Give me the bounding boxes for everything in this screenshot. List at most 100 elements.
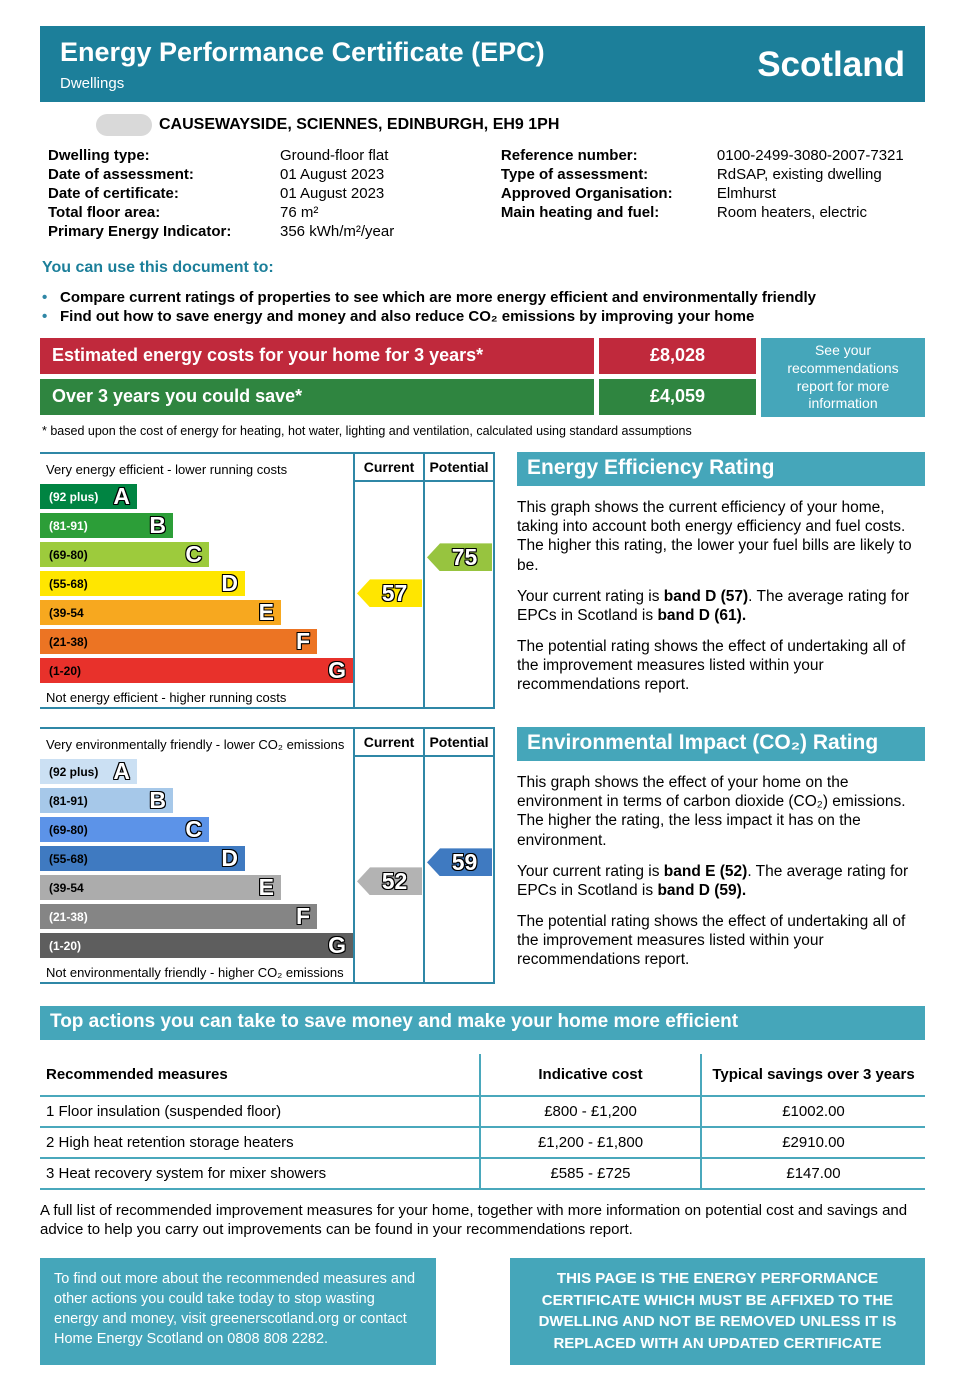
current-column-header: Current <box>355 729 423 758</box>
energy-efficiency-section: Very energy efficient - lower running co… <box>40 452 925 710</box>
band-letter: A <box>113 483 131 510</box>
environment-bands: (92 plus) A (81-91) B (69-80) C (55-68) D (3… <box>40 759 353 962</box>
current-column: Current 52 <box>353 729 423 983</box>
energy-efficiency-text: Energy Efficiency Rating This graph show… <box>517 452 925 709</box>
recommended-measures-table: Recommended measures Indicative cost Typ… <box>40 1054 925 1191</box>
band-range: (39-54 <box>49 605 84 620</box>
measure-savings: £2910.00 <box>700 1128 925 1160</box>
detail-row: Date of assessment: 01 August 2023 <box>48 165 491 184</box>
footer-boxes: To find out more about the recommended m… <box>40 1257 925 1365</box>
detail-row: Date of certificate: 01 August 2023 <box>48 184 491 203</box>
column-header-measures: Recommended measures <box>40 1054 479 1098</box>
detail-row: Total floor area: 76 m² <box>48 203 491 222</box>
potential-column-body: 59 <box>425 757 493 982</box>
measure-cost: £585 - £725 <box>479 1159 700 1191</box>
rating-text-segment: . The average rating for EPCs in Scotlan… <box>517 862 909 899</box>
environment-bands-area: Very environmentally friendly - lower CO… <box>40 729 353 982</box>
estimated-costs-value: £8,028 <box>599 337 756 374</box>
rating-text-segment: Your current rating is <box>517 587 664 605</box>
detail-label: Reference number: <box>500 146 638 164</box>
band-letter: D <box>221 570 238 597</box>
top-actions-section: Top actions you can take to save money a… <box>40 1006 925 1240</box>
detail-label: Type of assessment: <box>500 165 649 183</box>
rating-text-segment: Your current rating is <box>517 862 664 880</box>
detail-row: Type of assessment: RdSAP, existing dwell… <box>501 165 925 184</box>
current-column-body: 52 <box>355 757 423 982</box>
bullet-icon <box>42 289 60 307</box>
band-range: (1-20) <box>49 938 82 953</box>
detail-label: Date of certificate: <box>48 184 179 202</box>
band-row-c: (69-80) C <box>40 542 353 568</box>
measure-savings: £147.00 <box>700 1159 925 1191</box>
section-paragraph: This graph shows the effect of your home… <box>517 774 906 849</box>
potential-rating-value: 75 <box>451 543 478 570</box>
detail-value: Ground-floor flat <box>280 146 389 164</box>
detail-value: Elmhurst <box>716 184 777 202</box>
band-row-a: (92 plus) A <box>40 483 353 510</box>
band-letter: E <box>258 599 274 626</box>
potential-rating-arrow: 59 <box>427 848 492 877</box>
certificate-header: Energy Performance Certificate (EPC) Dwe… <box>40 26 925 102</box>
document-usage: You can use this document to: Compare cu… <box>42 259 925 326</box>
current-column: Current 57 <box>353 454 423 708</box>
rating-average-bold: band D (61). <box>657 606 747 624</box>
detail-row: Main heating and fuel: Room heaters, elec… <box>501 203 925 222</box>
band-range: (92 plus) <box>49 489 99 504</box>
band-row-c: (69-80) C <box>40 816 353 843</box>
band-range: (69-80) <box>49 822 88 837</box>
current-column-header: Current <box>355 454 423 483</box>
potential-savings-value: £4,059 <box>599 378 756 415</box>
section-title: Environmental Impact (CO₂) Rating <box>517 727 925 762</box>
current-rating-value: 52 <box>381 867 408 894</box>
band-range: (1-20) <box>49 663 82 678</box>
detail-value: 76 m² <box>280 203 319 221</box>
detail-value: 356 kWh/m²/year <box>280 222 395 240</box>
detail-row: Primary Energy Indicator: 356 kWh/m²/year <box>48 222 491 241</box>
band-row-b: (81-91) B <box>40 513 353 539</box>
property-details-right: Reference number: 0100-2499-3080-2007-732… <box>501 146 925 241</box>
region-label: Scotland <box>757 44 905 84</box>
current-rating-arrow: 52 <box>357 867 422 896</box>
section-paragraph: The potential rating shows the effect of… <box>517 912 906 968</box>
header-titles: Energy Performance Certificate (EPC) Dwe… <box>60 37 545 91</box>
detail-label: Primary Energy Indicator: <box>48 222 232 240</box>
measure-name: 2 High heat retention storage heaters <box>40 1128 479 1160</box>
property-address: CAUSEWAYSIDE, SCIENNES, EDINBURGH, EH9 1… <box>159 115 560 133</box>
current-column-body: 57 <box>355 482 423 707</box>
band-range: (55-68) <box>49 851 88 866</box>
detail-label: Approved Organisation: <box>500 184 673 202</box>
environmental-impact-section: Very environmentally friendly - lower CO… <box>40 727 925 985</box>
band-range: (55-68) <box>49 576 88 591</box>
band-range: (21-38) <box>49 634 88 649</box>
page-title: Energy Performance Certificate (EPC) <box>60 37 545 67</box>
current-rating-text: Your current rating is band E (52). The … <box>517 862 925 900</box>
detail-value: RdSAP, existing dwelling <box>716 165 882 183</box>
band-row-g: (1-20) G <box>40 933 353 959</box>
band-row-e: (39-54 E <box>40 875 353 901</box>
chart-top-label: Very environmentally friendly - lower CO… <box>46 736 345 752</box>
environmental-impact-text: Environmental Impact (CO₂) Rating This g… <box>517 727 925 984</box>
cost-rows: Estimated energy costs for your home for… <box>40 337 756 418</box>
section-paragraph: The potential rating shows the effect of… <box>517 637 906 693</box>
band-letter: G <box>328 657 346 684</box>
potential-column-body: 75 <box>425 482 493 707</box>
usage-bullet-text: Compare current ratings of properties to… <box>60 288 817 306</box>
estimated-costs-label: Estimated energy costs for your home for… <box>40 337 594 374</box>
usage-heading: You can use this document to: <box>42 258 274 276</box>
band-row-e: (39-54 E <box>40 599 353 626</box>
band-letter: F <box>295 628 310 655</box>
potential-savings-row: Over 3 years you could save* £4,059 <box>40 378 756 415</box>
section-paragraph: This graph shows the current efficiency … <box>517 499 912 574</box>
band-letter: C <box>185 816 203 843</box>
band-range: (81-91) <box>49 793 88 808</box>
column-header-cost: Indicative cost <box>479 1054 700 1098</box>
property-address-row: CAUSEWAYSIDE, SCIENNES, EDINBURGH, EH9 1… <box>96 113 925 136</box>
energy-bands: (92 plus) A (81-91) B (69-80) C (55-68) D (3… <box>40 484 353 687</box>
band-range: (81-91) <box>49 518 88 533</box>
more-info-box: To find out more about the recommended m… <box>40 1257 436 1365</box>
potential-column: Potential 59 <box>423 729 493 983</box>
potential-rating-value: 59 <box>451 848 478 875</box>
band-letter: F <box>295 903 310 930</box>
chart-top-label: Very energy efficient - lower running co… <box>46 461 288 477</box>
band-range: (39-54 <box>49 880 84 895</box>
